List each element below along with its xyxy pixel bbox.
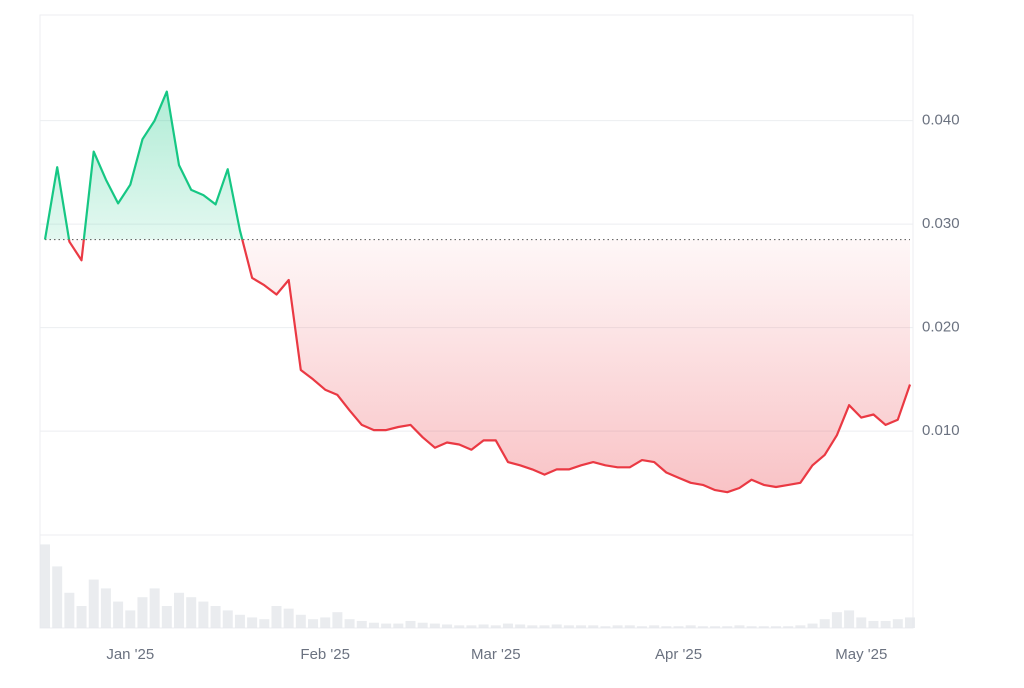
volume-bar (198, 601, 209, 628)
volume-bar (137, 597, 148, 628)
x-tick-label: Feb '25 (300, 646, 350, 663)
x-tick-label: Apr '25 (655, 646, 702, 663)
volume-bar (673, 626, 684, 628)
volume-bar (844, 610, 855, 628)
volume-bar (758, 626, 769, 628)
volume-bar (770, 626, 781, 628)
volume-bar (368, 622, 379, 628)
volume-bar (64, 592, 75, 628)
volume-bar (417, 622, 428, 628)
y-tick-label: 0.010 (922, 422, 960, 439)
volume-bar (161, 606, 172, 628)
volume-bar (490, 625, 501, 628)
volume-bar (856, 617, 867, 628)
volume-bar (734, 625, 745, 628)
volume-bar (332, 612, 343, 628)
volume-bar (466, 625, 477, 628)
volume-bar (405, 620, 416, 628)
volume-bar (295, 614, 306, 628)
volume-bar (52, 566, 63, 628)
y-tick-label: 0.030 (922, 215, 960, 232)
volume-bar (783, 626, 794, 628)
volume-bar (478, 624, 489, 628)
volume-bar (515, 624, 526, 628)
volume-bar (612, 625, 623, 628)
volume-bar (174, 592, 185, 628)
volume-bar (259, 619, 270, 628)
volume-bar (905, 617, 915, 628)
volume-bar (527, 625, 538, 628)
x-tick-label: May '25 (835, 646, 887, 663)
volume-bar (588, 625, 599, 628)
volume-bar (819, 619, 830, 628)
volume-bar (125, 610, 136, 628)
volume-bar (576, 625, 587, 628)
volume-bar (356, 620, 367, 628)
volume-bar (393, 623, 404, 628)
volume-bar (210, 606, 221, 628)
volume-bar (551, 624, 562, 628)
volume-bar (283, 608, 294, 628)
volume-bar (697, 626, 708, 628)
volume-bar (247, 617, 258, 628)
x-tick-label: Jan '25 (106, 646, 154, 663)
volume-bar (661, 626, 672, 628)
volume-bar (454, 625, 465, 628)
volume-bar (868, 620, 879, 628)
volume-bar (222, 610, 233, 628)
volume-bar (186, 597, 197, 628)
volume-bar (795, 625, 806, 628)
volume-bar (685, 625, 696, 628)
volume-bar (502, 623, 513, 628)
volume-bar (539, 625, 550, 628)
volume-bar (442, 624, 453, 628)
volume-bar (807, 623, 818, 628)
volume-bar (308, 619, 319, 628)
volume-bar (381, 623, 392, 628)
volume-bar (40, 544, 50, 628)
volume-bar (831, 612, 842, 628)
volume-bar (271, 606, 282, 628)
volume-bar (113, 601, 124, 628)
volume-bar (624, 625, 635, 628)
volume-bar (710, 626, 721, 628)
volume-bar (429, 623, 440, 628)
volume-bar (636, 626, 647, 628)
volume-bar (149, 588, 160, 628)
volume-bar (722, 626, 733, 628)
plot-frame (39, 14, 914, 629)
y-tick-label: 0.040 (922, 112, 960, 129)
volume-bar (234, 614, 245, 628)
volume-bar (76, 606, 87, 628)
volume-bar (649, 625, 660, 628)
volume-bar (88, 579, 99, 628)
price-line (43, 90, 912, 494)
x-tick-label: Mar '25 (471, 646, 521, 663)
volume-bar (344, 619, 355, 628)
volume-bar (600, 626, 611, 628)
volume-bar (100, 588, 111, 628)
volume-bar (880, 620, 891, 628)
volume-bar (892, 619, 903, 628)
volume-bar (746, 626, 757, 628)
volume-bar (563, 625, 574, 628)
volume-bar (320, 617, 331, 628)
y-tick-label: 0.020 (922, 319, 960, 336)
price-area (45, 91, 910, 493)
